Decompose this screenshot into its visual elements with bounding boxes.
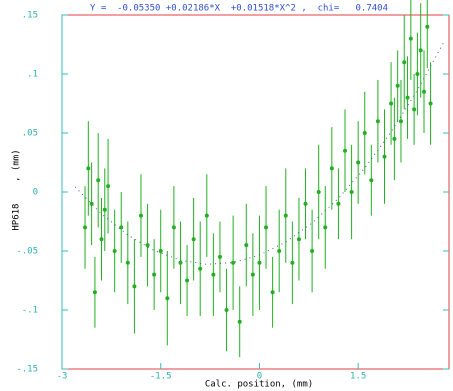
data-point	[356, 160, 361, 165]
data-point	[257, 260, 262, 265]
data-point	[283, 213, 288, 218]
data-point	[145, 243, 150, 248]
data-point	[389, 101, 394, 106]
y-axis-label: HP618 , (mm)	[12, 149, 22, 230]
fit-curve	[74, 42, 445, 265]
data-point	[198, 266, 203, 271]
data-point	[217, 254, 222, 259]
data-point	[303, 201, 308, 206]
data-point	[96, 178, 101, 183]
data-point	[425, 24, 430, 29]
data-point	[119, 225, 124, 230]
x-axis-label: Calc. position, (mm)	[205, 380, 313, 390]
data-point	[185, 278, 190, 283]
data-point	[102, 207, 107, 212]
data-point	[398, 119, 403, 124]
data-point	[392, 136, 397, 141]
data-point	[211, 272, 216, 277]
data-point	[405, 95, 410, 100]
data-point	[329, 166, 334, 171]
data-point	[428, 101, 433, 106]
y-tick-label: -.05	[16, 247, 38, 257]
data-point	[132, 284, 137, 289]
data-point	[290, 260, 295, 265]
y-tick-label: 0	[33, 188, 38, 198]
data-point	[408, 36, 413, 41]
data-point	[316, 190, 321, 194]
x-tick-label: 1.5	[350, 372, 366, 382]
x-tick-label: 0	[257, 372, 262, 382]
data-point	[349, 190, 354, 194]
data-point	[99, 237, 104, 242]
y-tick-label: .05	[22, 129, 38, 139]
data-point	[336, 201, 341, 206]
data-point	[270, 290, 275, 295]
data-point	[237, 319, 242, 324]
data-point	[138, 213, 143, 218]
data-point	[375, 119, 380, 124]
data-point	[418, 48, 423, 53]
data-point	[171, 225, 176, 230]
data-point	[277, 249, 282, 253]
data-point	[165, 296, 170, 301]
data-point	[250, 272, 255, 277]
data-point	[402, 60, 407, 65]
data-point	[152, 272, 157, 277]
data-point	[106, 184, 111, 189]
data-point	[415, 72, 420, 76]
data-point	[178, 260, 183, 265]
y-tick-label: .15	[22, 11, 38, 21]
x-tick-label: -3	[57, 372, 68, 382]
data-point	[89, 201, 94, 206]
data-point	[296, 237, 301, 242]
data-point	[224, 308, 229, 312]
data-point	[343, 148, 348, 153]
data-point	[191, 237, 196, 242]
data-point	[412, 107, 417, 112]
data-point	[369, 178, 374, 183]
data-point	[382, 154, 387, 159]
data-point	[231, 260, 236, 265]
data-point	[83, 225, 88, 230]
data-point	[310, 249, 315, 253]
y-tick-label: .1	[27, 70, 38, 80]
data-point	[323, 225, 328, 230]
data-point	[92, 290, 97, 295]
data-point	[244, 243, 249, 248]
data-point	[158, 249, 163, 253]
data-point	[264, 225, 269, 230]
x-tick-label: -1.5	[150, 372, 172, 382]
y-tick-label: -.1	[22, 306, 38, 316]
data-point	[395, 83, 400, 88]
data-point	[204, 213, 209, 218]
y-tick-label: -.15	[16, 365, 38, 375]
data-point	[112, 249, 117, 253]
data-point	[125, 260, 130, 265]
data-point	[421, 89, 426, 94]
chart-title: Y = -0.05350 +0.02186*X +0.01518*X^2 , c…	[90, 4, 388, 14]
data-point	[86, 166, 91, 171]
data-point	[362, 131, 367, 135]
